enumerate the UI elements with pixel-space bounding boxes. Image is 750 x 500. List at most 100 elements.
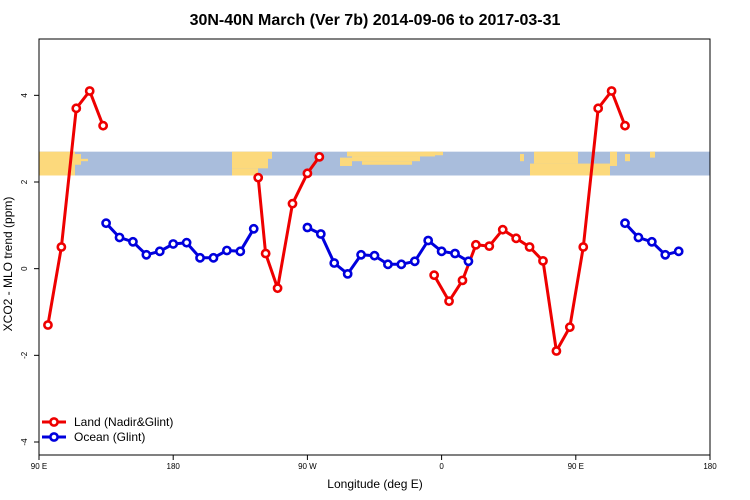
series-1-point-1-9 [423, 235, 434, 246]
series-1-point-2-4 [673, 246, 684, 257]
series-1-point-0-6 [181, 237, 192, 248]
x-tick-label-5: 180 [703, 462, 717, 471]
y-tick-label-1: -2 [20, 351, 29, 359]
series-0-point-2-6 [511, 233, 522, 244]
series-1-point-2-2 [646, 236, 657, 247]
legend-label-1: Ocean (Glint) [74, 430, 145, 444]
map-land-16 [625, 154, 630, 162]
series-1-point-0-11 [248, 223, 259, 234]
series-1-point-0-10 [235, 246, 246, 257]
series-0-point-2-8 [538, 255, 548, 266]
series-1-point-2-0 [620, 218, 630, 229]
series-1-point-1-6 [383, 259, 393, 270]
x-axis-label: Longitude (deg E) [327, 477, 422, 491]
series-1-point-0-9 [221, 245, 232, 256]
series-0-line-2 [432, 89, 627, 353]
map-land-2 [81, 158, 88, 162]
series-1-point-0-2 [128, 236, 138, 247]
chart-title: 30N-40N March (Ver 7b) 2014-09-06 to 201… [190, 12, 561, 29]
map-land-4 [232, 168, 258, 176]
map-land-13 [530, 163, 560, 176]
series-1-point-0-3 [141, 249, 152, 260]
x-tick-label-2: 90 W [298, 462, 317, 471]
y-axis-label: XCO2 - MLO trend (ppm) [1, 197, 15, 332]
y-tick-label-4: 4 [20, 93, 29, 98]
x-tick-label-4: 90 E [568, 462, 584, 471]
series-1-point-1-7 [396, 259, 407, 270]
series-0-point-1-0 [253, 172, 264, 183]
series-1-point-1-4 [356, 249, 366, 260]
plot-frame [38, 38, 711, 456]
series-0-point-2-4 [484, 241, 495, 252]
series-1-point-0-4 [154, 246, 165, 257]
series-0-point-0-4 [98, 120, 109, 131]
series-0-point-2-10 [564, 322, 575, 333]
legend: Land (Nadir&Glint)Ocean (Glint) [42, 415, 173, 444]
series-0-point-2-11 [578, 242, 589, 252]
series-1-point-2-3 [660, 249, 671, 260]
series-1-point-1-10 [436, 246, 447, 257]
series-0-point-2-13 [606, 86, 617, 96]
series-1-point-0-0 [101, 218, 111, 229]
map-land-17 [650, 151, 655, 158]
y-tick-label-0: -4 [20, 438, 29, 446]
map-land-3 [232, 151, 268, 169]
map-land-5 [268, 151, 272, 159]
series-0 [43, 86, 630, 356]
series-1-point-0-7 [195, 252, 205, 263]
legend-marker-1 [49, 432, 59, 442]
series-1-point-0-1 [114, 232, 125, 243]
series-0-point-1-2 [272, 283, 283, 294]
series-0-point-1-5 [314, 151, 325, 162]
series-1-point-0-5 [168, 239, 179, 249]
map-land-1 [75, 154, 81, 165]
series-1-point-1-5 [369, 250, 380, 261]
map-land-11 [520, 154, 524, 162]
map-land-9 [362, 161, 412, 165]
map-land-8 [340, 157, 352, 166]
series-0-point-2-0 [429, 270, 440, 281]
series-1-point-1-1 [315, 229, 326, 239]
series-0-point-2-12 [593, 103, 604, 114]
y-tick-label-3: 2 [20, 179, 29, 184]
series-layer [43, 86, 684, 356]
series-0-point-2-2 [457, 275, 468, 286]
x-tick-label-1: 180 [167, 462, 181, 471]
series-0-point-2-1 [444, 296, 454, 307]
legend-label-0: Land (Nadir&Glint) [74, 415, 173, 429]
series-0-point-2-7 [524, 242, 535, 252]
x-tick-label-0: 90 E [31, 462, 47, 471]
y-tick-label-2: 0 [20, 266, 29, 271]
y-axis: -4 -2 0 2 4 [20, 93, 39, 446]
series-1 [101, 218, 684, 279]
series-0-point-2-14 [620, 120, 630, 131]
series-0-point-0-1 [56, 242, 67, 252]
series-1-point-1-3 [342, 268, 353, 279]
series-0-point-2-9 [551, 346, 562, 356]
series-1-point-1-11 [450, 248, 460, 259]
series-1-point-1-12 [463, 256, 474, 267]
series-1-point-1-0 [302, 222, 313, 233]
series-1-point-2-1 [633, 232, 644, 243]
series-0-point-0-2 [71, 103, 82, 114]
series-0-point-0-3 [84, 86, 95, 96]
map-land-7 [352, 156, 420, 162]
series-0-point-1-3 [287, 198, 298, 209]
map-land-14 [560, 163, 610, 176]
series-1-point-1-2 [329, 258, 340, 268]
map-land-15 [610, 151, 617, 166]
x-tick-label-3: 0 [439, 462, 444, 471]
world-map-strip [39, 151, 710, 176]
map-land-6 [347, 151, 435, 157]
series-0-point-1-1 [260, 248, 271, 259]
series-1-point-1-8 [409, 256, 420, 267]
map-land-0 [39, 151, 75, 176]
map-land-12 [534, 151, 578, 164]
map-land-10 [424, 151, 443, 156]
legend-marker-0 [49, 417, 59, 427]
series-0-point-0-0 [43, 320, 53, 330]
series-0-point-2-3 [470, 239, 481, 250]
series-0-point-1-4 [302, 168, 313, 179]
series-1-point-0-8 [208, 252, 219, 263]
